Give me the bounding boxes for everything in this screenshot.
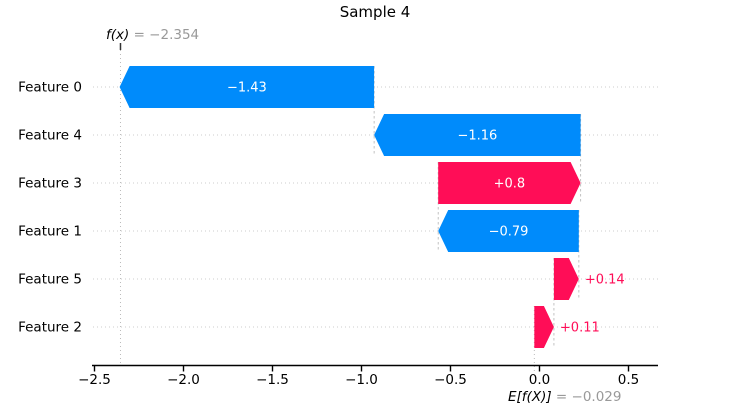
chart-title: Sample 4 bbox=[340, 3, 411, 21]
feature-label: Feature 4 bbox=[18, 128, 82, 144]
feature-label: Feature 0 bbox=[18, 80, 82, 96]
x-tick-label: 0.5 bbox=[618, 372, 639, 388]
feature-label: Feature 1 bbox=[18, 224, 82, 240]
fx-value: = −2.354 bbox=[129, 27, 199, 43]
bar-feature-5 bbox=[553, 258, 579, 300]
x-tick-label: −2.0 bbox=[167, 372, 200, 388]
x-tick-label: −1.5 bbox=[256, 372, 289, 388]
x-tick-label: 0.0 bbox=[529, 372, 550, 388]
x-axis bbox=[92, 364, 658, 372]
fx-label: f(x) bbox=[106, 27, 129, 43]
bar-feature-2 bbox=[534, 306, 554, 348]
efx-annotation: E[f(X)] = −0.029 bbox=[508, 389, 621, 405]
bar-feature-1 bbox=[438, 210, 579, 252]
bar-feature-4 bbox=[374, 114, 581, 156]
x-tick-label: −0.5 bbox=[434, 372, 467, 388]
bar-value-label: −1.16 bbox=[457, 129, 497, 144]
bar-value-label: −0.79 bbox=[489, 225, 529, 240]
guides-layer bbox=[93, 43, 658, 371]
efx-value: = −0.029 bbox=[552, 389, 622, 405]
feature-label: Feature 5 bbox=[18, 272, 82, 288]
efx-label: E[f(X)] bbox=[508, 389, 552, 405]
x-tick-label: −1.0 bbox=[345, 372, 378, 388]
bar-value-label: +0.14 bbox=[585, 273, 625, 288]
bar-value-label: +0.8 bbox=[494, 177, 526, 192]
bar-value-label: −1.43 bbox=[227, 81, 267, 96]
labels-layer: Feature 0 Feature 4 Feature 3 Feature 1 Feat… bbox=[18, 80, 639, 389]
bar-value-label: +0.11 bbox=[560, 321, 600, 336]
bar-feature-0 bbox=[119, 66, 375, 108]
x-tick-label: −2.5 bbox=[78, 372, 111, 388]
bars-layer bbox=[119, 66, 581, 348]
feature-label: Feature 3 bbox=[18, 176, 82, 192]
fx-annotation: f(x) = −2.354 bbox=[106, 27, 199, 43]
bar-feature-3 bbox=[438, 162, 581, 204]
feature-label: Feature 2 bbox=[18, 320, 82, 336]
